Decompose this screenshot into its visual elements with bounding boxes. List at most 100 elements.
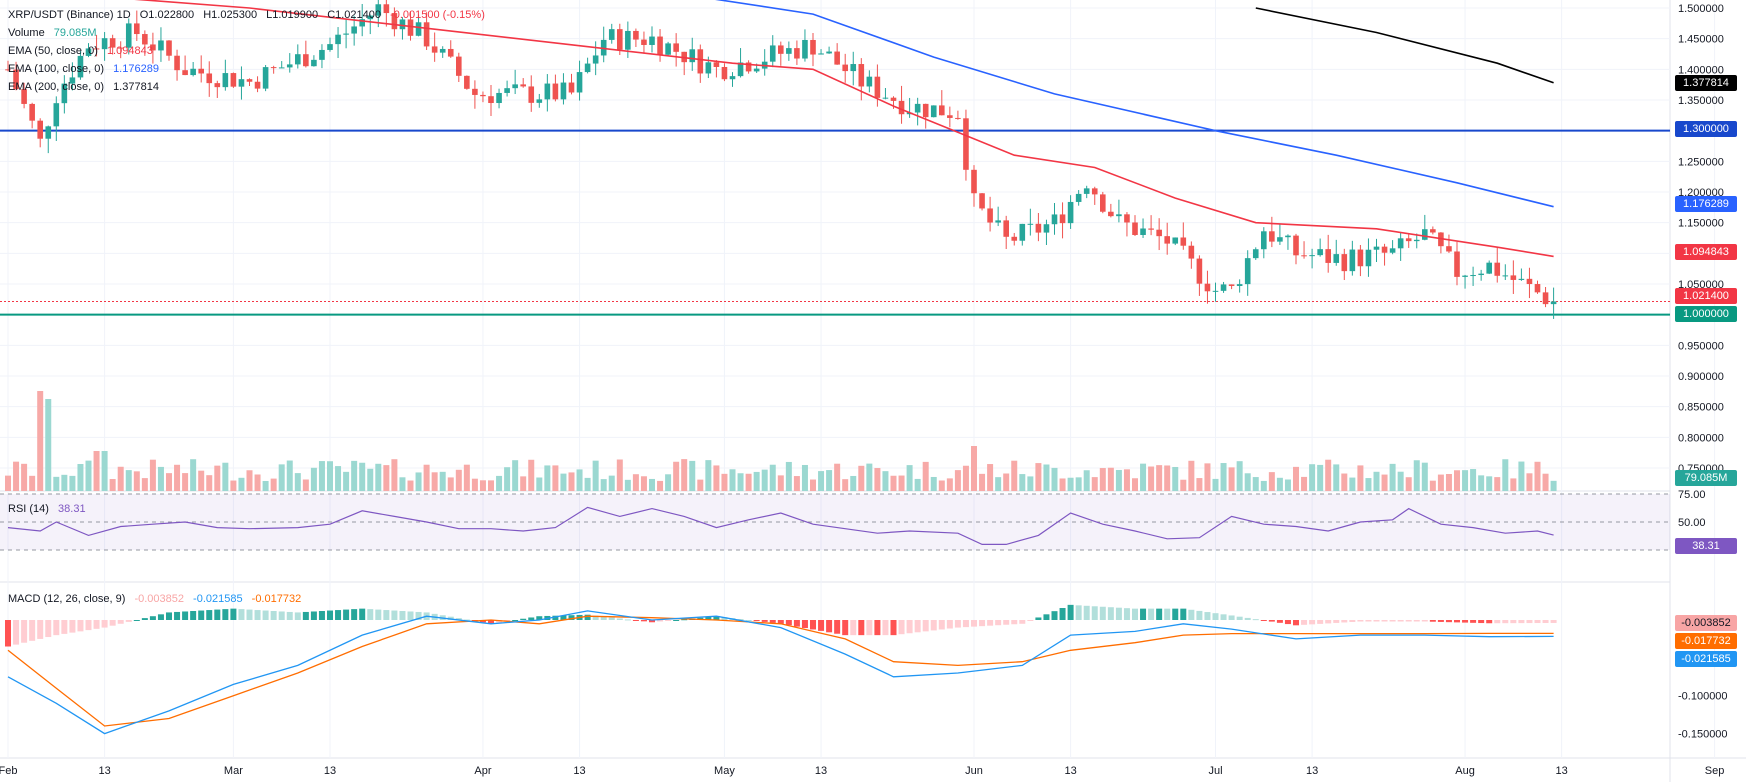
candle-body <box>858 64 865 87</box>
volume-legend[interactable]: Volume 79.085M <box>8 26 103 40</box>
macd-histogram-bar <box>1083 605 1090 620</box>
candle-body <box>882 97 889 99</box>
volume-bar <box>1341 473 1348 491</box>
volume-bar <box>1381 474 1388 491</box>
candle-body <box>850 64 857 72</box>
macd-histogram-bar <box>190 611 197 620</box>
candle-body <box>480 94 486 97</box>
candle-body <box>53 103 60 127</box>
volume-bar <box>689 460 696 491</box>
macd-histogram-bar <box>528 617 535 620</box>
symbol-legend[interactable]: XRP/USDT (Binance) 1D O1.022800 H1.02530… <box>8 8 491 22</box>
rsi-legend[interactable]: RSI (14) 38.31 <box>8 502 92 516</box>
candle-body <box>407 19 414 36</box>
macd-histogram-bar <box>1268 620 1275 622</box>
ema100-line <box>715 0 1554 208</box>
macd-histogram-bar <box>681 619 688 621</box>
volume-bar <box>1212 478 1219 491</box>
macd-histogram-bar <box>826 620 833 633</box>
volume-bar <box>1252 477 1259 491</box>
macd-histogram-bar <box>1115 607 1122 620</box>
macd-histogram-bar <box>69 620 76 633</box>
macd-histogram-bar <box>13 620 20 645</box>
volume-bar <box>979 473 986 491</box>
volume-bar <box>1260 480 1267 491</box>
volume-bar <box>657 480 664 491</box>
candle-body <box>1405 238 1412 242</box>
macd-histogram-bar <box>890 620 897 636</box>
macd-legend[interactable]: MACD (12, 26, close, 9) -0.003852 -0.021… <box>8 592 307 606</box>
time-tick-label: Jul <box>1208 765 1222 777</box>
candle-body <box>697 49 704 74</box>
macd-histogram-bar <box>930 620 937 631</box>
macd-histogram-bar <box>1107 607 1114 620</box>
candle-body <box>439 48 446 53</box>
time-tick-label: May <box>714 765 735 777</box>
candle-body <box>673 43 679 52</box>
ema50-legend[interactable]: EMA (50, close, 0) 1.094843 <box>8 44 159 58</box>
candle-body <box>286 64 293 68</box>
ema50-value: 1.094843 <box>106 45 153 57</box>
candle-body <box>1220 284 1227 291</box>
volume-bar <box>1019 474 1026 491</box>
candle-body <box>1534 284 1541 293</box>
candle-body <box>391 13 398 30</box>
volume-bar <box>1462 470 1469 491</box>
macd-histogram-bar <box>1397 620 1404 622</box>
volume-bar <box>1510 478 1517 491</box>
volume-bar <box>858 465 865 491</box>
price-tick-label: 1.500000 <box>1678 3 1724 15</box>
rsi-value: 38.31 <box>58 503 86 515</box>
volume-bar <box>769 464 776 491</box>
macd-histogram-bar <box>938 620 945 630</box>
macd-histogram-bar <box>882 620 889 636</box>
ema200-line <box>1255 7 1554 84</box>
volume-bar <box>1284 479 1291 491</box>
candle-body <box>431 46 438 53</box>
volume-bar <box>1421 462 1428 491</box>
macd-histogram-bar <box>979 620 986 627</box>
macd-histogram-bar <box>1051 611 1058 620</box>
candle-body <box>753 68 760 72</box>
macd-histogram-bar <box>1317 620 1324 624</box>
macd-histogram-bar <box>1091 606 1098 620</box>
time-tick-label: 13 <box>573 765 585 777</box>
volume-bar <box>230 480 237 491</box>
candle-body <box>826 51 832 54</box>
candle-body <box>1550 301 1557 305</box>
candle-body <box>456 56 462 76</box>
candle-body <box>568 82 575 93</box>
candle-body <box>1172 237 1179 244</box>
candle-body <box>842 64 848 72</box>
candle-body <box>367 15 374 20</box>
candle-body <box>472 88 478 95</box>
macd-histogram-bar <box>488 620 494 624</box>
volume-bar <box>375 463 382 491</box>
macd-histogram-bar <box>745 620 752 621</box>
ema200-legend[interactable]: EMA (200, close, 0) 1.377814 <box>8 80 165 94</box>
volume-bar <box>399 477 406 491</box>
ema100-legend[interactable]: EMA (100, close, 0) 1.176289 <box>8 62 165 76</box>
volume-bar <box>93 451 100 491</box>
volume-bar <box>278 464 285 491</box>
candle-body <box>608 29 615 40</box>
horizontal-levels[interactable] <box>0 129 1670 316</box>
rsi-pane <box>0 493 1670 551</box>
volume-bar <box>270 478 277 491</box>
candle-body <box>1413 239 1420 242</box>
volume-bar <box>310 467 317 491</box>
macd-histogram-bar <box>987 620 994 626</box>
price-tick-label: 0.800000 <box>1678 432 1724 444</box>
candle-body <box>1051 214 1058 225</box>
macd-histogram-bar <box>109 620 116 626</box>
candle-body <box>914 103 921 113</box>
candle-body <box>721 66 728 80</box>
volume-bar <box>488 480 494 491</box>
candle-body <box>1244 258 1251 285</box>
volume-bar <box>1309 464 1316 491</box>
macd-histogram-bar <box>552 615 559 620</box>
candle-body <box>1349 249 1356 272</box>
macd-tick-label: -0.150000 <box>1678 729 1728 741</box>
rsi-tick-label: 75.00 <box>1678 489 1706 501</box>
